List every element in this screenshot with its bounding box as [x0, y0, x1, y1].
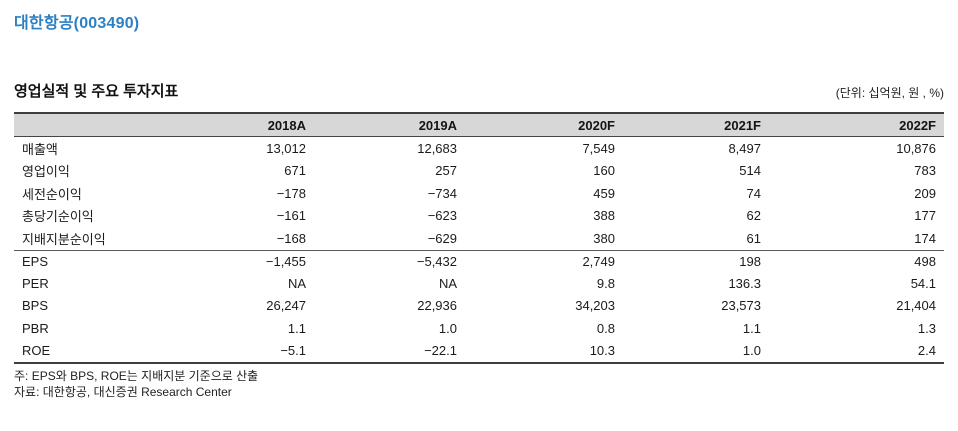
- table-row-revenue: 매출액 13,012 12,683 7,549 8,497 10,876: [14, 137, 944, 160]
- cell: 1.1: [742, 320, 761, 336]
- cell: 26,247: [266, 298, 306, 314]
- cell: 459: [593, 185, 615, 201]
- cell: 388: [593, 208, 615, 224]
- cell: 198: [739, 253, 761, 269]
- cell: 10.3: [589, 343, 615, 359]
- cell: 177: [914, 208, 936, 224]
- row-label: PER: [22, 275, 49, 291]
- cell: 514: [739, 163, 761, 179]
- cell: 2,749: [582, 253, 615, 269]
- cell: 2.4: [917, 343, 936, 359]
- cell: 8,497: [728, 140, 761, 156]
- cell: 257: [435, 163, 457, 179]
- cell: 671: [284, 163, 306, 179]
- cell: 7,549: [582, 140, 615, 156]
- cell: 160: [593, 163, 615, 179]
- row-label: EPS: [22, 253, 49, 269]
- cell: −5,432: [416, 253, 457, 269]
- row-label: BPS: [22, 298, 49, 314]
- cell: 174: [914, 230, 936, 246]
- cell: 9.8: [596, 275, 615, 291]
- cell: 380: [593, 230, 615, 246]
- cell: 10,876: [896, 140, 936, 156]
- table-row-operating-profit: 영업이익 671 257 160 514 783: [14, 160, 944, 183]
- cell: −629: [427, 230, 457, 246]
- note-line: 주: EPS와 BPS, ROE는 지배지분 기준으로 산출: [14, 369, 259, 383]
- cell: NA: [438, 275, 457, 291]
- cell: 136.3: [728, 275, 761, 291]
- table-footnotes: 주: EPS와 BPS, ROE는 지배지분 기준으로 산출 자료: 대한항공,…: [14, 368, 258, 400]
- column-header: 2019A: [418, 117, 457, 133]
- financials-table: 2018A 2019A 2020F 2021F 2022F 매출액 13,012…: [14, 112, 944, 364]
- cell: −168: [276, 230, 306, 246]
- units-label: (단위: 십억원, 원 , %): [835, 86, 944, 100]
- table-header-row: 2018A 2019A 2020F 2021F 2022F: [14, 114, 944, 137]
- table-row-eps: EPS −1,455 −5,432 2,749 198 498: [14, 249, 944, 273]
- column-header: 2020F: [578, 117, 615, 133]
- section-heading: 영업실적 및 주요 투자지표: [14, 83, 179, 100]
- row-label: 지배지분순이익: [22, 231, 106, 247]
- cell: NA: [287, 275, 306, 291]
- cell: 34,203: [575, 298, 615, 314]
- cell: −161: [276, 208, 306, 224]
- report-title: 대한항공(003490): [14, 15, 140, 32]
- cell: 22,936: [417, 298, 457, 314]
- cell: 1.0: [438, 320, 457, 336]
- table-row-controlling-net-income: 지배지분순이익 −168 −629 380 61 174: [14, 227, 944, 250]
- cell: −178: [276, 185, 306, 201]
- table-row-bps: BPS 26,247 22,936 34,203 23,573 21,404: [14, 295, 944, 318]
- table-row-roe: ROE −5.1 −22.1 10.3 1.0 2.4: [14, 340, 944, 363]
- cell: 62: [746, 208, 761, 224]
- table-row-total-net-income: 총당기순이익 −161 −623 388 62 177: [14, 205, 944, 228]
- column-header: 2018A: [267, 117, 306, 133]
- cell: 783: [914, 163, 936, 179]
- cell: 61: [746, 230, 761, 246]
- cell: −734: [427, 185, 457, 201]
- column-header: 2021F: [724, 117, 761, 133]
- cell: 1.0: [742, 343, 761, 359]
- cell: 1.3: [917, 320, 936, 336]
- table-row-per: PER NA NA 9.8 136.3 54.1: [14, 272, 944, 295]
- row-label: 총당기순이익: [22, 209, 94, 225]
- cell: 12,683: [417, 140, 457, 156]
- cell: −1,455: [265, 253, 306, 269]
- cell: 209: [914, 185, 936, 201]
- cell: 74: [746, 185, 761, 201]
- cell: 54.1: [910, 275, 936, 291]
- cell: −22.1: [424, 343, 457, 359]
- table-row-pbr: PBR 1.1 1.0 0.8 1.1 1.3: [14, 317, 944, 340]
- source-line: 자료: 대한항공, 대신증권 Research Center: [14, 385, 232, 399]
- row-label: ROE: [22, 343, 51, 359]
- cell: 0.8: [596, 320, 615, 336]
- cell: −623: [427, 208, 457, 224]
- cell: 21,404: [896, 298, 936, 314]
- section-header: 영업실적 및 주요 투자지표 (단위: 십억원, 원 , %): [14, 80, 944, 101]
- cell: 13,012: [266, 140, 306, 156]
- cell: 1.1: [287, 320, 306, 336]
- table-row-pretax-income: 세전순이익 −178 −734 459 74 209: [14, 182, 944, 205]
- row-label: 세전순이익: [22, 186, 82, 202]
- cell: 498: [914, 253, 936, 269]
- row-label: PBR: [22, 320, 49, 336]
- row-label: 영업이익: [22, 164, 70, 180]
- cell: 23,573: [721, 298, 761, 314]
- column-header: 2022F: [899, 117, 936, 133]
- cell: −5.1: [280, 343, 306, 359]
- row-label: 매출액: [22, 141, 58, 157]
